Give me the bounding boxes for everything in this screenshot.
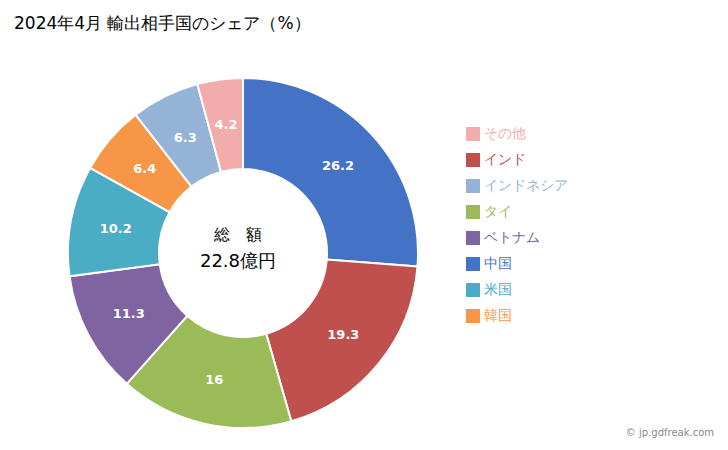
svg-text:16: 16 [205,372,223,387]
svg-text:26.2: 26.2 [322,158,354,173]
html-text:総 額: 総 額 [214,225,262,244]
html-text:2024年4月 輸出相手国のシェア（%）: 2024年4月 輸出相手国のシェア（%） [14,13,311,33]
svg-text:6.4: 6.4 [133,161,156,176]
html-text:タイ: タイ [484,203,512,219]
html-text:米国: 米国 [484,281,512,297]
html-text:中国: 中国 [484,255,512,271]
svg-text:4.2: 4.2 [214,117,237,132]
html-text:22.8億円: 22.8億円 [200,250,276,271]
html-text:インドネシア: インドネシア [484,177,568,193]
svg-text:11.3: 11.3 [113,306,145,321]
svg-text:10.2: 10.2 [100,221,132,236]
svg-text:6.3: 6.3 [174,130,197,145]
html-text:その他: その他 [484,125,526,141]
html-text:ベトナム: ベトナム [484,229,540,245]
html-text:韓国: 韓国 [484,307,512,323]
html-text:インド: インド [484,151,526,167]
svg-text:19.3: 19.3 [327,327,359,342]
html-text:© jp.gdfreak.com: © jp.gdfreak.com [625,427,714,438]
